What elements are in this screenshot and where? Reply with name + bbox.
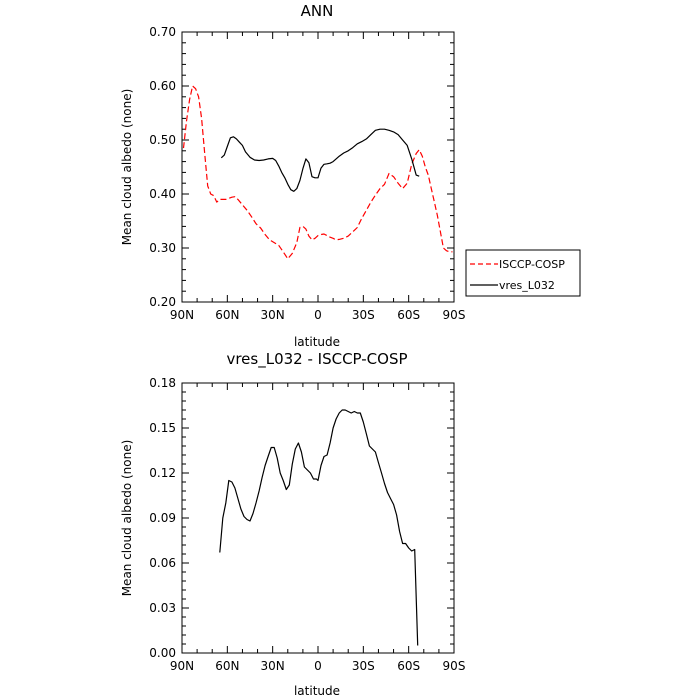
y-axis-label: Mean cloud albedo (none) bbox=[120, 89, 134, 246]
series-line-isccp-cosp bbox=[182, 85, 453, 260]
x-tick-label: 90S bbox=[443, 308, 466, 322]
legend-box bbox=[465, 249, 581, 297]
chart-title: ANN bbox=[301, 2, 334, 20]
series-line-difference bbox=[219, 409, 419, 646]
chart-panel-difference: vres_L032 - ISCCP-COSP 0.000.030.060.090… bbox=[120, 350, 465, 698]
series-group bbox=[182, 85, 453, 260]
y-tick-label: 0.06 bbox=[149, 556, 176, 570]
y-tick-label: 0.03 bbox=[149, 601, 176, 615]
x-axis: 90N 60N 30N 0 30S 60S 90S bbox=[170, 32, 466, 322]
y-tick-label: 0.60 bbox=[149, 79, 176, 93]
y-tick-label: 0.20 bbox=[149, 295, 176, 309]
chart-panel-annual: ANN 0.20 0.30 0.40 0.50 0.60 0.70 90N 60N 30N 0 3… bbox=[120, 2, 581, 349]
x-tick-label: 30N bbox=[261, 308, 285, 322]
y-tick-label: 0.30 bbox=[149, 241, 176, 255]
series-line-vres-l032 bbox=[220, 128, 420, 192]
x-axis: 90N 60N 30N 0 30S 60S 90S bbox=[170, 383, 466, 673]
y-tick-label: 0.00 bbox=[149, 646, 176, 660]
y-tick-label: 0.18 bbox=[149, 376, 176, 390]
x-tick-label: 90S bbox=[443, 659, 466, 673]
y-axis-label: Mean cloud albedo (none) bbox=[120, 440, 134, 597]
legend-label-isccp: ISCCP-COSP bbox=[499, 258, 565, 271]
x-axis-label: latitude bbox=[294, 335, 340, 349]
x-axis-label: latitude bbox=[294, 684, 340, 698]
legend-label-vres: vres_L032 bbox=[499, 279, 555, 292]
chart-title: vres_L032 - ISCCP-COSP bbox=[226, 350, 407, 369]
x-tick-label: 0 bbox=[314, 659, 322, 673]
x-tick-label: 90N bbox=[170, 659, 194, 673]
plot-frame bbox=[181, 31, 455, 303]
x-tick-label: 30N bbox=[261, 659, 285, 673]
y-tick-label: 0.70 bbox=[149, 25, 176, 39]
series-group bbox=[219, 409, 419, 646]
y-tick-label: 0.40 bbox=[149, 187, 176, 201]
x-tick-label: 60S bbox=[397, 308, 420, 322]
x-tick-label: 0 bbox=[314, 308, 322, 322]
x-tick-label: 60S bbox=[397, 659, 420, 673]
y-tick-label: 0.50 bbox=[149, 133, 176, 147]
x-tick-label: 60N bbox=[215, 659, 239, 673]
x-tick-label: 30S bbox=[352, 659, 375, 673]
chart-legend: ISCCP-COSP vres_L032 bbox=[465, 249, 581, 297]
x-tick-label: 30S bbox=[352, 308, 375, 322]
y-axis: 0.00 0.03 0.06 0.09 0.12 0.15 0.18 bbox=[149, 376, 454, 660]
x-tick-label: 60N bbox=[215, 308, 239, 322]
x-tick-label: 90N bbox=[170, 308, 194, 322]
y-tick-label: 0.15 bbox=[149, 421, 176, 435]
y-tick-label: 0.09 bbox=[149, 511, 176, 525]
y-axis: 0.20 0.30 0.40 0.50 0.60 0.70 bbox=[149, 25, 454, 309]
y-tick-label: 0.12 bbox=[149, 466, 176, 480]
